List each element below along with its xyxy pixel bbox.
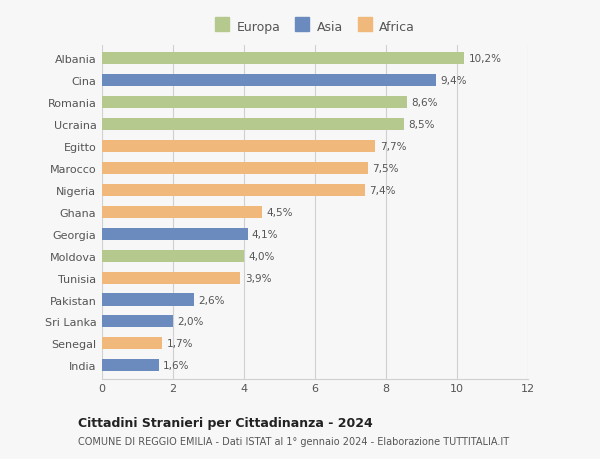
- Text: 10,2%: 10,2%: [469, 54, 502, 64]
- Text: COMUNE DI REGGIO EMILIA - Dati ISTAT al 1° gennaio 2024 - Elaborazione TUTTITALI: COMUNE DI REGGIO EMILIA - Dati ISTAT al …: [78, 437, 509, 446]
- Text: 2,6%: 2,6%: [199, 295, 225, 305]
- Text: 4,1%: 4,1%: [252, 229, 278, 239]
- Text: 3,9%: 3,9%: [245, 273, 271, 283]
- Bar: [102, 272, 241, 284]
- Bar: [102, 119, 404, 131]
- Text: 8,5%: 8,5%: [408, 120, 434, 130]
- Bar: [102, 228, 248, 240]
- Bar: [102, 206, 262, 218]
- Bar: [102, 294, 194, 306]
- Bar: [102, 250, 244, 262]
- Text: 2,0%: 2,0%: [177, 317, 203, 327]
- Bar: [102, 162, 368, 174]
- Bar: [102, 75, 436, 87]
- Text: 9,4%: 9,4%: [440, 76, 466, 86]
- Bar: [102, 359, 159, 371]
- Text: 7,4%: 7,4%: [369, 185, 395, 196]
- Text: 8,6%: 8,6%: [412, 98, 438, 108]
- Text: 4,5%: 4,5%: [266, 207, 293, 217]
- Text: 1,7%: 1,7%: [167, 339, 193, 349]
- Text: 1,6%: 1,6%: [163, 361, 190, 370]
- Bar: [102, 53, 464, 65]
- Bar: [102, 338, 163, 350]
- Bar: [102, 316, 173, 328]
- Text: 7,7%: 7,7%: [380, 142, 406, 151]
- Bar: [102, 140, 376, 153]
- Bar: [102, 97, 407, 109]
- Bar: [102, 185, 365, 196]
- Legend: Europa, Asia, Africa: Europa, Asia, Africa: [212, 19, 418, 37]
- Text: 4,0%: 4,0%: [248, 251, 275, 261]
- Text: Cittadini Stranieri per Cittadinanza - 2024: Cittadini Stranieri per Cittadinanza - 2…: [78, 416, 373, 429]
- Text: 7,5%: 7,5%: [373, 163, 399, 174]
